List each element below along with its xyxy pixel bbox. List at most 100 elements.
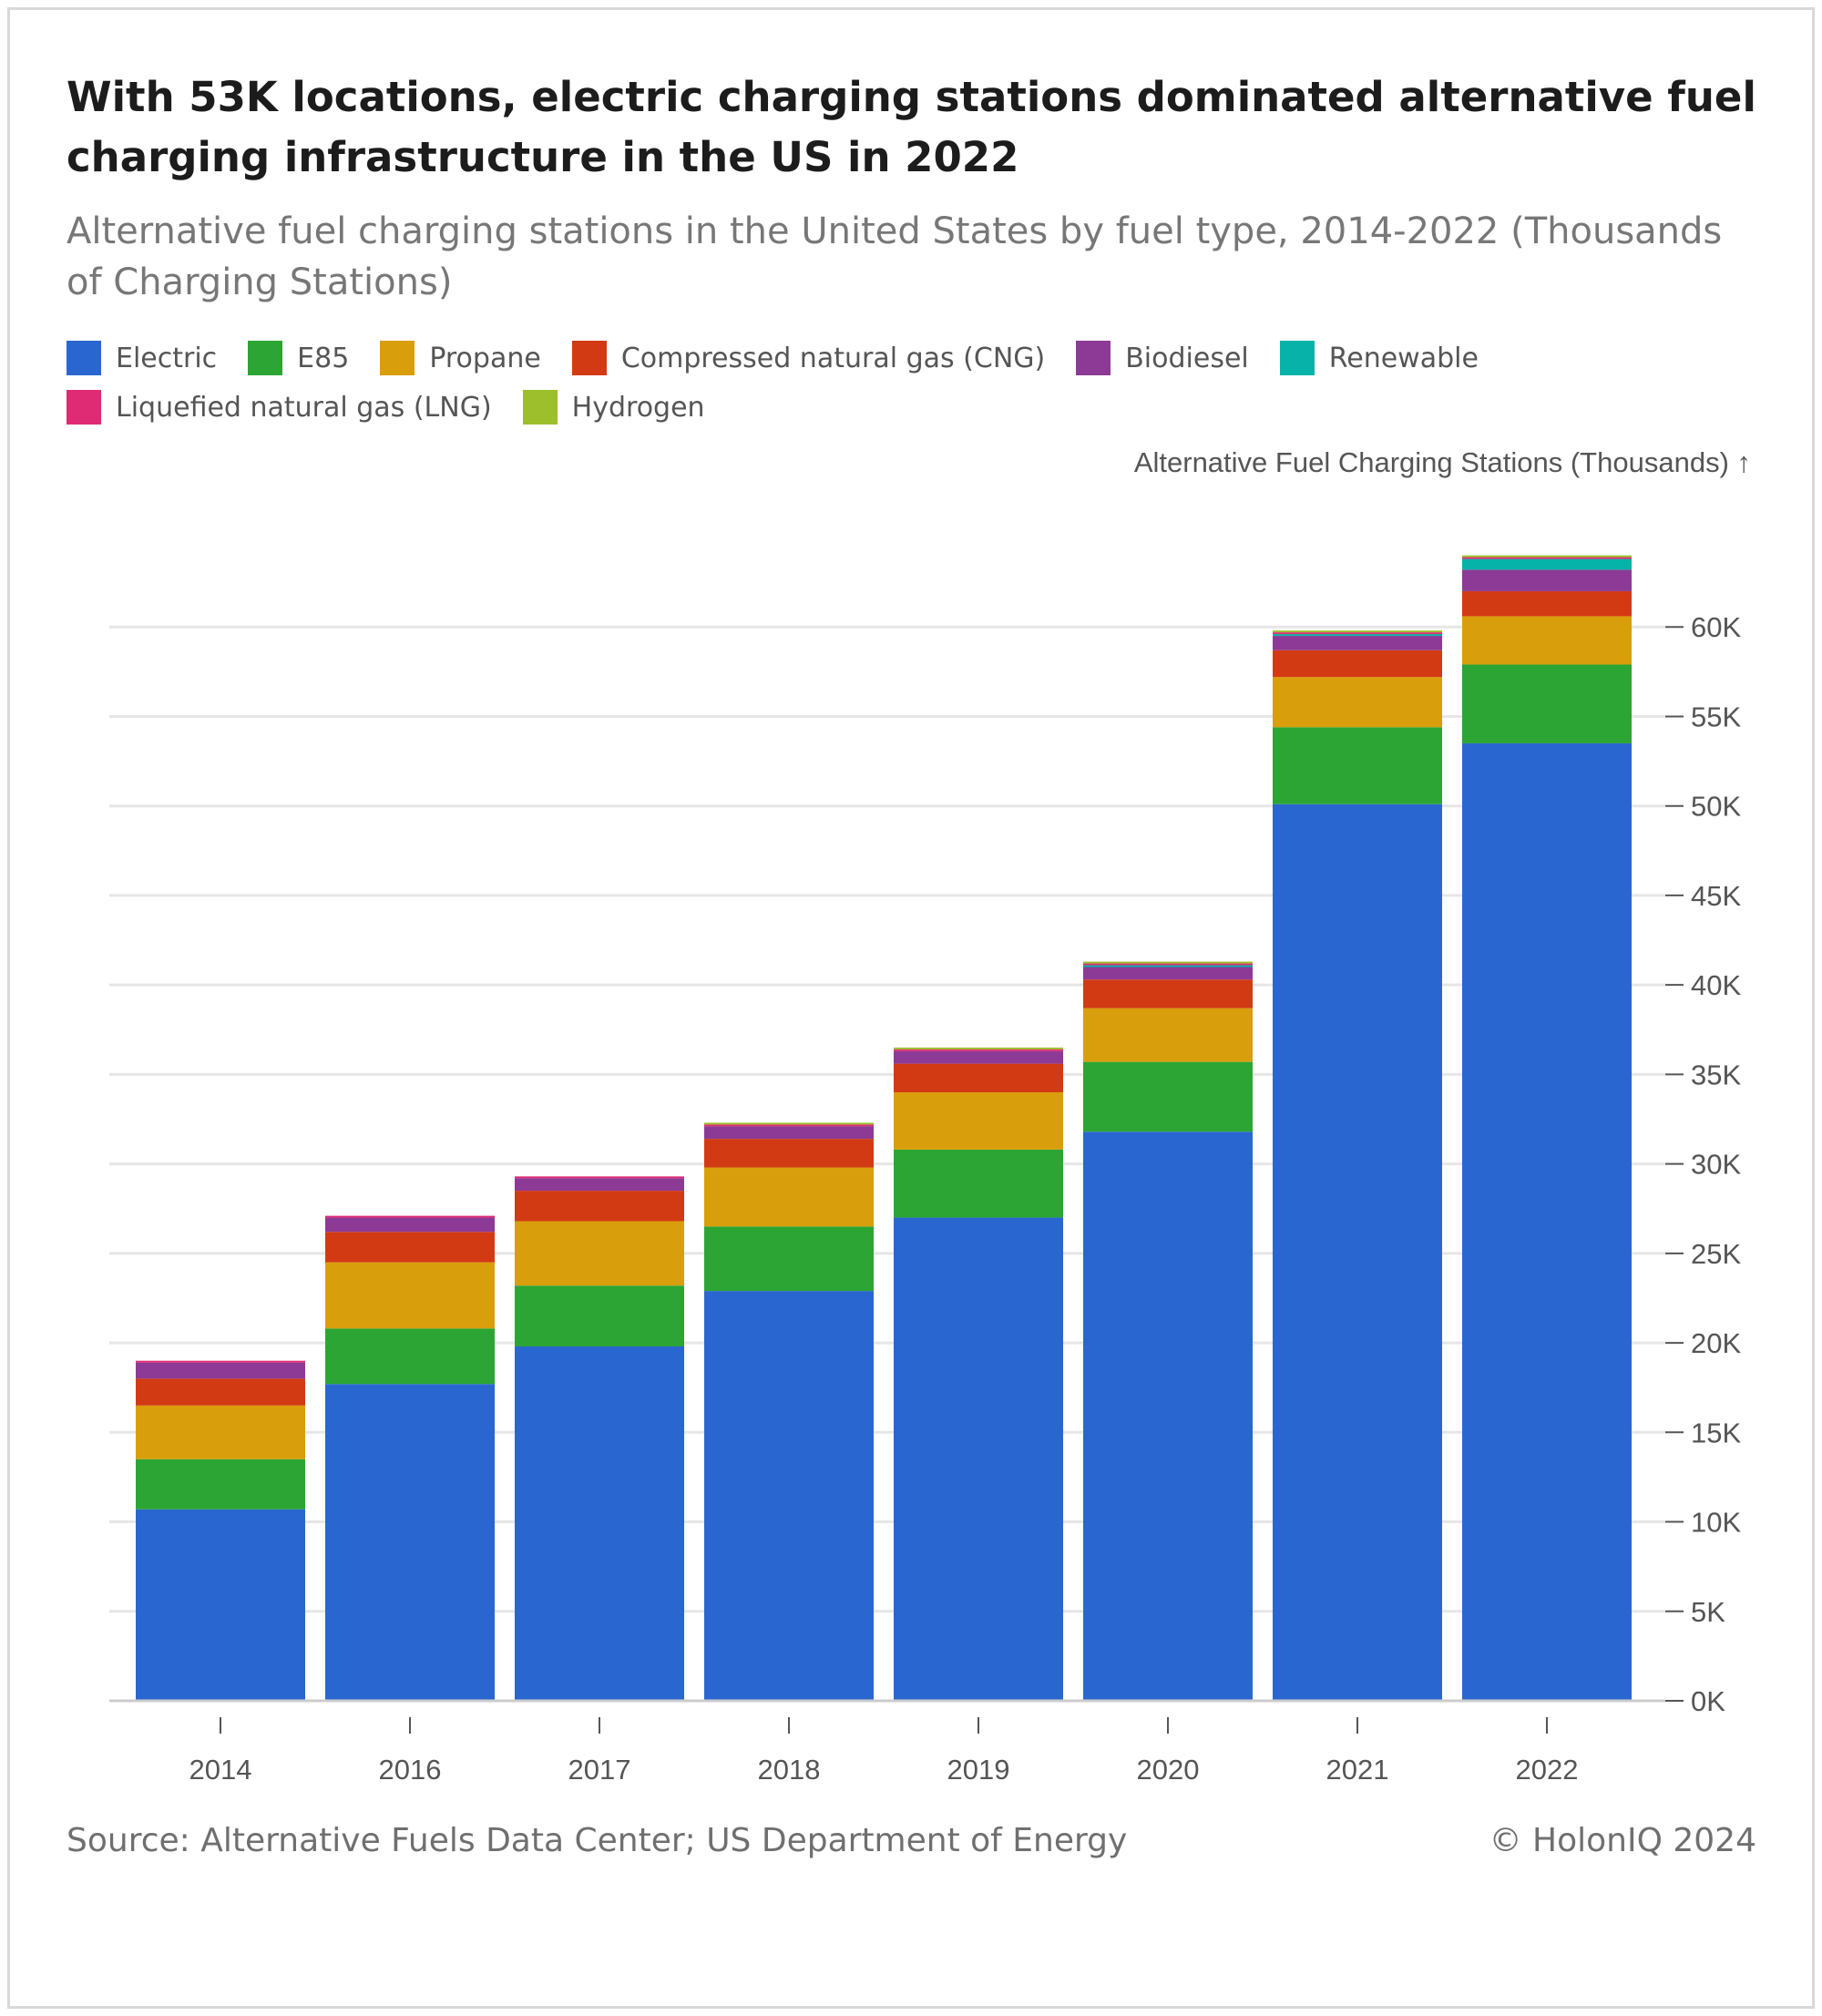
bar-segment-hydrogen-2022[interactable] (1462, 555, 1632, 558)
bar-segment-electric-2019[interactable] (894, 1217, 1063, 1701)
bar-segment-liquefied-natural-gas-lng-2014[interactable] (136, 1360, 305, 1363)
bar-segment-propane-2018[interactable] (704, 1167, 874, 1227)
bar-segment-compressed-natural-gas-cng-2021[interactable] (1273, 650, 1442, 678)
axis-layer: 0K 5K 10K 15K 20K 25K 30K 35K 40K 45K 50K 55K 60K 201… (109, 611, 1741, 1786)
legend-swatch-propane (380, 341, 415, 375)
y-tick-label: 30K (1691, 1149, 1741, 1181)
bar-segment-liquefied-natural-gas-lng-2017[interactable] (515, 1176, 684, 1179)
y-axis-title: Alternative Fuel Charging Stations (Thou… (1134, 446, 1751, 478)
bar-segment-biodiesel-2014[interactable] (136, 1362, 305, 1379)
bar-segment-biodiesel-2022[interactable] (1462, 569, 1632, 591)
bar-segment-e85-2018[interactable] (704, 1226, 874, 1292)
legend-item-cng[interactable]: Compressed natural gas (CNG) (571, 341, 1045, 375)
legend-swatch-lng (67, 390, 101, 425)
bar-segment-propane-2014[interactable] (136, 1405, 305, 1459)
chart-legend: Electric E85 Propane Compressed natural … (67, 333, 1524, 432)
bar-segment-liquefied-natural-gas-lng-2022[interactable] (1462, 557, 1632, 559)
y-tick-label: 35K (1691, 1059, 1741, 1090)
bar-segment-e85-2014[interactable] (136, 1458, 305, 1509)
bar-segment-renewable-2021[interactable] (1273, 634, 1442, 637)
legend-row: Electric E85 Propane Compressed natural … (67, 333, 1524, 383)
bar-segment-propane-2022[interactable] (1462, 616, 1632, 665)
x-tick-label: 2014 (189, 1754, 252, 1786)
bar-segment-e85-2019[interactable] (894, 1149, 1063, 1218)
legend-swatch-renewable (1279, 341, 1315, 375)
bar-layer (136, 555, 1632, 1701)
bar-segment-renewable-2020[interactable] (1083, 965, 1253, 967)
bar-segment-liquefied-natural-gas-lng-2019[interactable] (894, 1049, 1063, 1051)
bar-segment-compressed-natural-gas-cng-2016[interactable] (325, 1232, 495, 1263)
bar-segment-e85-2021[interactable] (1273, 727, 1442, 804)
legend-item-e85[interactable]: E85 (248, 341, 349, 375)
bar-segment-propane-2019[interactable] (894, 1092, 1063, 1150)
y-tick-label: 45K (1691, 880, 1741, 912)
legend-label-e85: E85 (297, 342, 350, 374)
bar-segment-biodiesel-2017[interactable] (515, 1178, 684, 1192)
legend-item-propane[interactable]: Propane (380, 341, 541, 375)
bar-segment-biodiesel-2018[interactable] (704, 1126, 874, 1140)
bar-segment-propane-2016[interactable] (325, 1262, 495, 1329)
bar-segment-biodiesel-2021[interactable] (1273, 636, 1442, 650)
copyright-note: © HolonIQ 2024 (1489, 1822, 1756, 1859)
chart-frame (7, 7, 1815, 2009)
legend-label-biodiesel: Biodiesel (1125, 342, 1249, 374)
y-tick-label: 20K (1691, 1327, 1741, 1359)
legend-item-electric[interactable]: Electric (67, 341, 217, 375)
bar-segment-hydrogen-2019[interactable] (894, 1047, 1063, 1049)
bar-segment-e85-2016[interactable] (325, 1328, 495, 1385)
bar-segment-propane-2017[interactable] (515, 1221, 684, 1286)
bar-segment-electric-2016[interactable] (325, 1384, 495, 1701)
bar-segment-electric-2021[interactable] (1273, 803, 1442, 1701)
x-tick-label: 2020 (1137, 1754, 1200, 1786)
bar-segment-liquefied-natural-gas-lng-2016[interactable] (325, 1215, 495, 1218)
bar-segment-e85-2022[interactable] (1462, 664, 1632, 743)
bar-segment-liquefied-natural-gas-lng-2021[interactable] (1273, 632, 1442, 635)
y-tick-label: 25K (1691, 1238, 1741, 1270)
legend-swatch-e85 (248, 341, 283, 375)
bar-segment-electric-2020[interactable] (1083, 1131, 1253, 1701)
bar-segment-e85-2020[interactable] (1083, 1061, 1253, 1132)
bar-segment-hydrogen-2018[interactable] (704, 1122, 874, 1125)
y-tick-label: 10K (1691, 1507, 1741, 1539)
bar-segment-electric-2018[interactable] (704, 1291, 874, 1701)
x-tick-label: 2018 (758, 1754, 821, 1786)
bar-segment-liquefied-natural-gas-lng-2020[interactable] (1083, 963, 1253, 966)
y-tick-label: 50K (1691, 791, 1741, 823)
bar-segment-compressed-natural-gas-cng-2018[interactable] (704, 1139, 874, 1168)
bar-segment-electric-2022[interactable] (1462, 742, 1632, 1701)
bar-segment-compressed-natural-gas-cng-2014[interactable] (136, 1378, 305, 1406)
bar-segment-electric-2017[interactable] (515, 1346, 684, 1701)
bar-segment-hydrogen-2021[interactable] (1273, 630, 1442, 633)
y-tick-label: 5K (1691, 1596, 1725, 1628)
legend-label-hydrogen: Hydrogen (571, 391, 705, 424)
legend-item-hydrogen[interactable]: Hydrogen (522, 390, 705, 425)
x-tick-label: 2022 (1516, 1754, 1579, 1786)
bar-segment-biodiesel-2020[interactable] (1083, 967, 1253, 980)
bar-segment-e85-2017[interactable] (515, 1285, 684, 1347)
bar-segment-compressed-natural-gas-cng-2020[interactable] (1083, 979, 1253, 1008)
bar-segment-compressed-natural-gas-cng-2019[interactable] (894, 1063, 1063, 1093)
bar-segment-propane-2021[interactable] (1273, 677, 1442, 728)
x-tick-label: 2017 (568, 1754, 631, 1786)
bar-segment-hydrogen-2020[interactable] (1083, 961, 1253, 964)
source-note: Source: Alternative Fuels Data Center; U… (67, 1822, 1128, 1859)
legend-label-lng: Liquefied natural gas (LNG) (116, 391, 492, 424)
legend-swatch-hydrogen (522, 390, 558, 425)
legend-swatch-electric (67, 341, 101, 375)
bar-segment-biodiesel-2019[interactable] (894, 1050, 1063, 1064)
bar-segment-electric-2014[interactable] (136, 1509, 305, 1701)
legend-label-electric: Electric (116, 342, 218, 374)
bar-segment-renewable-2022[interactable] (1462, 558, 1632, 570)
legend-item-lng[interactable]: Liquefied natural gas (LNG) (67, 390, 492, 425)
bar-segment-liquefied-natural-gas-lng-2018[interactable] (704, 1124, 874, 1127)
bar-segment-propane-2020[interactable] (1083, 1008, 1253, 1062)
bar-segment-biodiesel-2016[interactable] (325, 1217, 495, 1233)
bar-segment-compressed-natural-gas-cng-2022[interactable] (1462, 590, 1632, 617)
legend-item-biodiesel[interactable]: Biodiesel (1076, 341, 1249, 375)
x-tick-label: 2021 (1326, 1754, 1389, 1786)
x-tick-label: 2019 (947, 1754, 1010, 1786)
legend-row: Liquefied natural gas (LNG) Hydrogen (67, 383, 1524, 432)
bar-segment-compressed-natural-gas-cng-2017[interactable] (515, 1191, 684, 1222)
legend-item-renewable[interactable]: Renewable (1279, 341, 1479, 375)
